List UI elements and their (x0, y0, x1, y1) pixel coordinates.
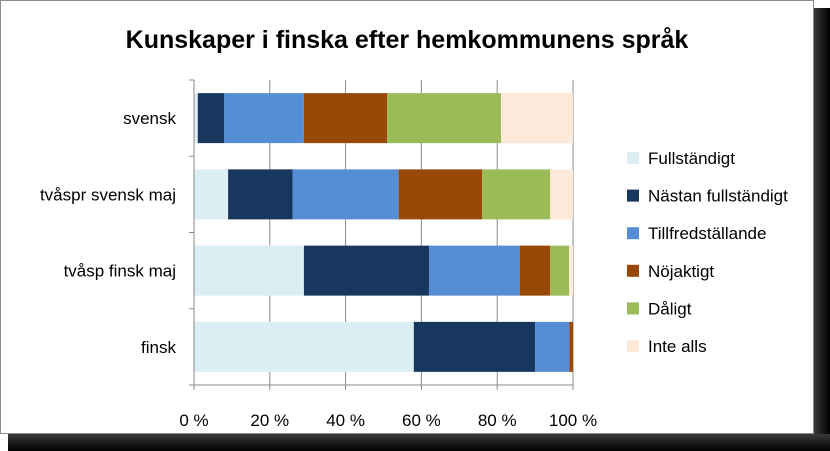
bars (194, 93, 573, 372)
category-label: finsk (141, 338, 176, 357)
bar-segment (569, 245, 573, 296)
x-tick-label: 60 % (402, 411, 441, 430)
stacked-bar-chart: Kunskaper i finska efter hemkommunens sp… (40, 26, 788, 430)
legend-swatch (627, 189, 639, 202)
legend-swatch (627, 340, 639, 352)
legend-swatch (627, 227, 639, 240)
bar-segment (519, 245, 551, 296)
frame-shadow-bottom (8, 434, 830, 451)
bar-segment (194, 169, 229, 220)
category-label: tvåspr svensk maj (40, 185, 176, 204)
bar-segment (292, 169, 399, 220)
category-label: tvåsp finsk maj (64, 262, 176, 281)
y-axis-category-labels: svensk tvåspr svensk maj tvåsp finsk maj fi… (40, 109, 177, 357)
legend-label: Nöjaktigt (648, 262, 714, 281)
bar-segment (194, 321, 414, 372)
bar-segment (569, 321, 573, 372)
legend-label: Nästan fullständigt (648, 187, 788, 206)
bar-segment (194, 245, 304, 296)
axes (189, 79, 574, 390)
bar-segment (197, 93, 225, 144)
bar-segment (194, 93, 198, 144)
x-axis-tick-labels: 0 % 20 % 40 % 60 % 80 % 100 % (179, 411, 597, 430)
frame-shadow-right (814, 8, 830, 451)
bar-segment (398, 169, 483, 220)
legend-swatch (627, 264, 639, 277)
bar-segment (224, 93, 304, 144)
x-tick-label: 20 % (250, 411, 289, 430)
bar-segment (428, 245, 520, 296)
chart-title: Kunskaper i finska efter hemkommunens sp… (126, 26, 689, 54)
bar-segment (550, 169, 573, 220)
category-label: svensk (123, 109, 176, 128)
bar-segment (413, 321, 536, 372)
bar-segment (482, 169, 551, 220)
legend-swatch (627, 152, 639, 164)
x-tick-label: 100 % (549, 411, 597, 430)
legend-swatch (627, 302, 639, 315)
x-tick-label: 80 % (478, 411, 517, 430)
legend-label: Dåligt (648, 299, 692, 318)
bar-segment (535, 321, 570, 372)
bar-segment (387, 93, 501, 144)
x-tick-label: 40 % (326, 411, 365, 430)
legend-label: Fullständigt (648, 149, 735, 168)
x-tick-label: 0 % (179, 411, 208, 430)
legend: Fullständigt Nästan fullständigt Tillfreds… (627, 149, 788, 356)
bar-segment (303, 245, 429, 296)
bar-segment (228, 169, 293, 220)
bar-segment (500, 93, 573, 144)
legend-label: Tillfredställande (648, 224, 766, 243)
bar-segment (550, 245, 570, 296)
legend-label: Inte alls (648, 337, 707, 356)
bar-segment (303, 93, 388, 144)
